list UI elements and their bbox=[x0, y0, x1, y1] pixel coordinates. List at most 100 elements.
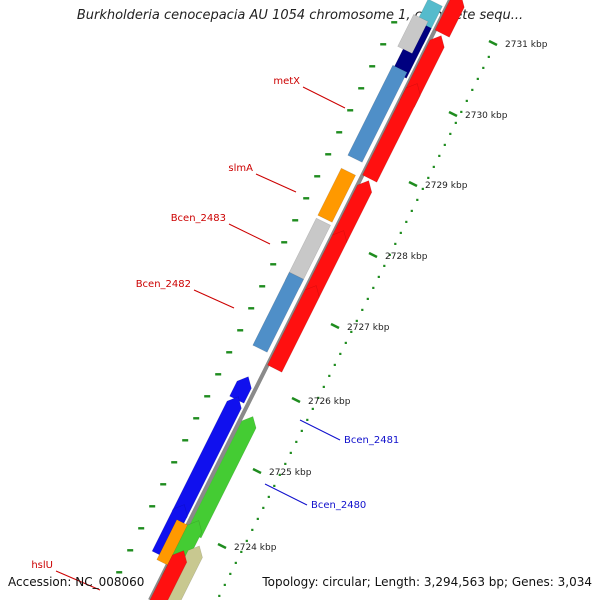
track-dot bbox=[322, 385, 325, 388]
summary-text: Topology: circular; Length: 3,294,563 bp… bbox=[262, 575, 592, 589]
track-dash bbox=[259, 285, 266, 288]
track-dot bbox=[350, 330, 353, 333]
gene-leader-line bbox=[228, 223, 271, 245]
track-dash bbox=[303, 197, 310, 200]
track-dot bbox=[432, 165, 435, 168]
track-dot bbox=[377, 275, 380, 278]
track-dot bbox=[311, 407, 314, 410]
track-dash bbox=[314, 175, 321, 178]
track-dash bbox=[138, 527, 145, 530]
track-dash bbox=[380, 43, 387, 46]
track-dash bbox=[369, 65, 376, 68]
kbp-tick-label: 2725 kbp bbox=[269, 468, 312, 478]
track-dot bbox=[394, 242, 397, 245]
track-dot bbox=[405, 220, 408, 223]
track-dot bbox=[471, 88, 474, 91]
gene-label-bcen-2481: Bcen_2481 bbox=[344, 435, 399, 446]
track-dot bbox=[278, 473, 281, 476]
track-dot bbox=[421, 187, 424, 190]
track-dash bbox=[171, 461, 178, 464]
track-dot bbox=[240, 550, 243, 553]
track-dash bbox=[127, 549, 134, 552]
track-dot bbox=[328, 374, 331, 377]
track-dot bbox=[476, 77, 479, 80]
track-dot bbox=[262, 506, 265, 509]
track-dot bbox=[438, 154, 441, 157]
kbp-tick-label: 2731 kbp bbox=[505, 40, 548, 50]
gene-leader-line bbox=[302, 86, 346, 109]
track-dot bbox=[454, 121, 457, 124]
track-dot bbox=[245, 539, 248, 542]
kbp-tick-label: 2726 kbp bbox=[308, 397, 351, 407]
track-dash bbox=[204, 395, 211, 398]
gene-track bbox=[149, 0, 465, 600]
gene-label-bcen-2482: Bcen_2482 bbox=[136, 279, 191, 290]
track-dash bbox=[347, 109, 354, 112]
track-dot bbox=[361, 308, 364, 311]
kbp-tick-label: 2727 kbp bbox=[347, 323, 390, 333]
gene-block-metx bbox=[347, 64, 408, 163]
kbp-tick-mark bbox=[408, 180, 418, 188]
track-dash bbox=[292, 219, 299, 222]
track-dot bbox=[388, 253, 391, 256]
gene-block-gray-top bbox=[397, 13, 429, 54]
track-dot bbox=[410, 209, 413, 212]
track-dash bbox=[193, 417, 200, 420]
track-dot bbox=[449, 132, 452, 135]
track-dash bbox=[160, 483, 167, 486]
gene-label-slma: slmA bbox=[228, 163, 253, 174]
gene-block-blue-bottom bbox=[151, 504, 188, 559]
kbp-tick-mark bbox=[488, 39, 498, 47]
track-dash bbox=[182, 439, 189, 442]
track-dash bbox=[270, 263, 277, 266]
track-dot bbox=[344, 341, 347, 344]
accession-text: Accession: NC_008060 bbox=[8, 575, 145, 589]
gene-leader-line bbox=[299, 419, 341, 441]
kbp-tick-label: 2729 kbp bbox=[425, 181, 468, 191]
track-dot bbox=[229, 572, 232, 575]
track-dot bbox=[416, 198, 419, 201]
kbp-ticks: 2731 kbp 2730 kbp 2729 kbp 2728 kbp 2727 kbp… bbox=[217, 39, 548, 553]
outer-dotted-track bbox=[116, 21, 490, 597]
track-dot bbox=[300, 429, 303, 432]
kbp-tick-mark bbox=[252, 467, 262, 475]
gene-leader-line bbox=[55, 570, 101, 591]
track-dot bbox=[482, 66, 485, 69]
track-dash bbox=[226, 351, 233, 354]
gene-label-metx: metX bbox=[273, 76, 300, 87]
track-dot bbox=[355, 319, 358, 322]
track-dash bbox=[281, 241, 288, 244]
track-dash bbox=[149, 505, 156, 508]
gene-label-bcen-2480: Bcen_2480 bbox=[311, 500, 366, 511]
gene-label-hslu: hslU bbox=[31, 560, 53, 571]
gene-block-bcen-2482 bbox=[252, 271, 305, 353]
track-dot bbox=[333, 363, 336, 366]
gene-leader-line bbox=[193, 289, 235, 309]
gene-label-bcen-2483: Bcen_2483 bbox=[171, 213, 226, 224]
kbp-tick-mark bbox=[291, 396, 301, 404]
track-dot bbox=[218, 594, 221, 597]
gene-block-red-2 bbox=[362, 83, 421, 183]
kbp-tick-label: 2728 kbp bbox=[385, 252, 428, 262]
gene-block-red-top bbox=[434, 0, 465, 38]
track-dot bbox=[443, 143, 446, 146]
track-dot bbox=[306, 418, 309, 421]
track-dot bbox=[487, 55, 490, 58]
track-dot bbox=[317, 396, 320, 399]
track-dot bbox=[289, 451, 292, 454]
track-dot bbox=[372, 286, 375, 289]
gene-leader-line bbox=[264, 483, 308, 506]
track-dot bbox=[427, 176, 430, 179]
track-dash bbox=[215, 373, 222, 376]
kbp-tick-mark bbox=[330, 322, 340, 330]
kbp-tick-mark bbox=[217, 542, 227, 550]
track-dash bbox=[237, 329, 244, 332]
track-dot bbox=[295, 440, 298, 443]
track-dot bbox=[399, 231, 402, 234]
track-dash bbox=[336, 131, 343, 134]
gene-block-red-bottom bbox=[149, 550, 188, 600]
gene-labels: metX slmA Bcen_2483 Bcen_2482 Bcen_2481 Bcen_… bbox=[31, 76, 399, 591]
track-dot bbox=[366, 297, 369, 300]
track-dash bbox=[248, 307, 255, 310]
